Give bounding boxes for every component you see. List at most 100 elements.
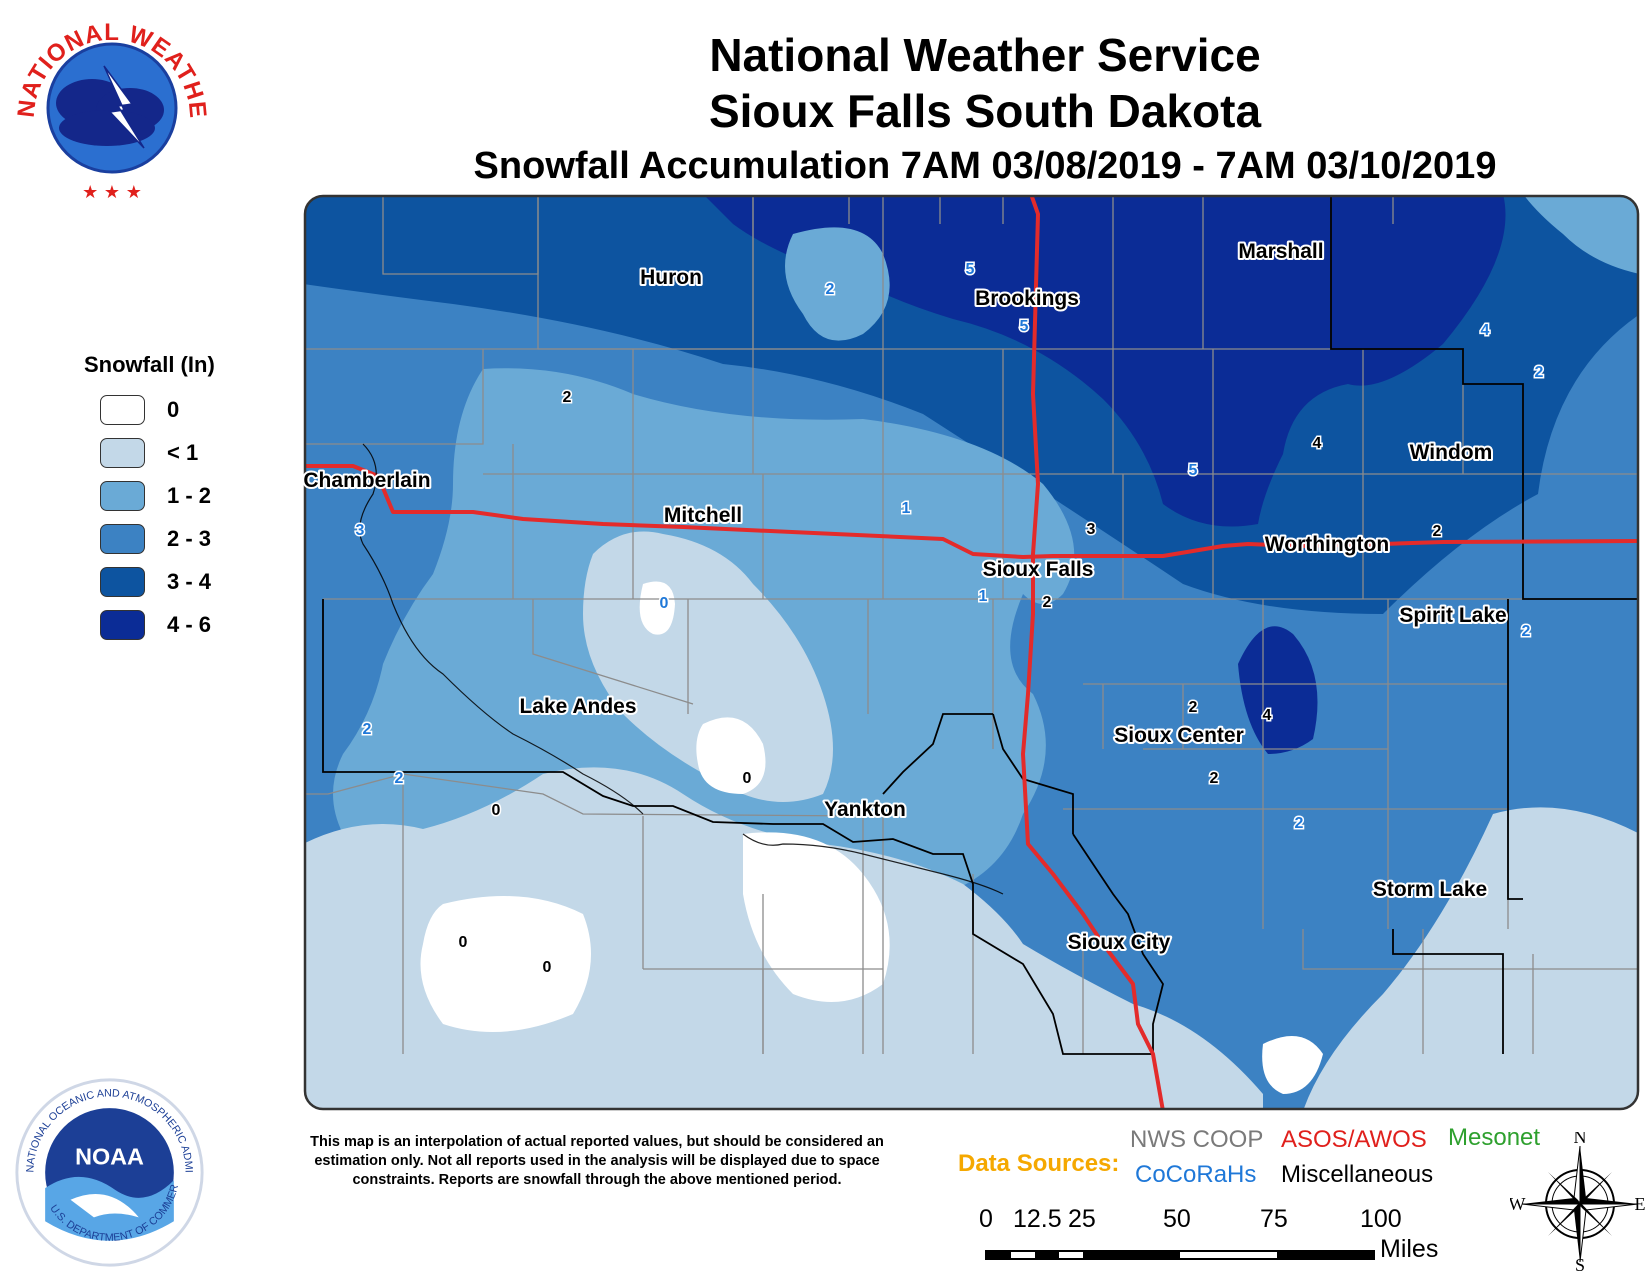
source-mesonet: Mesonet	[1448, 1124, 1541, 1151]
legend-label: 2 - 3	[167, 525, 212, 551]
snowfall-report-value: 0	[492, 802, 501, 819]
legend-label: < 1	[167, 439, 199, 465]
state-boundaries	[322, 196, 1638, 1055]
snowfall-report-value: 0	[743, 770, 752, 787]
scale-tick: 0	[979, 1205, 993, 1233]
snowfall-report-value: 2	[1210, 770, 1219, 787]
snowfall-report-value: 0	[543, 959, 552, 976]
snowfall-report-value: 5	[966, 261, 975, 278]
svg-text:E: E	[1635, 1194, 1646, 1214]
snowfall-report-value: 2	[563, 389, 572, 406]
highways	[305, 196, 1638, 1109]
city-label: Chamberlain	[303, 469, 430, 492]
scale-tick: 100	[1360, 1205, 1402, 1233]
title-line-2: Sioux Falls South Dakota	[708, 85, 1262, 137]
band-1-2	[1523, 196, 1638, 274]
scale-tick: 12.5	[1013, 1205, 1062, 1233]
map-border	[303, 194, 1640, 1111]
snowfall-contours	[305, 196, 1638, 1109]
snowfall-report-value: 1	[979, 588, 988, 605]
snowfall-report-value: 0	[660, 595, 669, 612]
legend-swatch	[100, 523, 145, 554]
band-zero	[420, 896, 591, 1032]
compass-rose-icon: N S W E	[1510, 1132, 1645, 1272]
legend-item: 2 - 3	[84, 517, 274, 560]
band-lt1	[1303, 807, 1638, 1109]
noaa-logo: NOAA NATIONAL OCEANIC AND ATMOSPHERIC AD…	[12, 1075, 204, 1267]
snowfall-report-value: 5	[1189, 462, 1198, 479]
scale-units: Miles	[1380, 1235, 1439, 1263]
legend: Snowfall (In) 0 < 1 1 - 2 2 - 3 3 - 4 4 - 6	[84, 352, 274, 646]
snowfall-report-value: 2	[1522, 623, 1531, 640]
data-sources: Data Sources: NWS COOP ASOS/AWOS Mesonet…	[958, 1124, 1558, 1206]
river	[359, 443, 1004, 895]
city-label: Windom	[1410, 441, 1493, 464]
snowfall-report-value: 2	[1433, 523, 1442, 540]
legend-label: 0	[167, 396, 180, 422]
svg-text:W: W	[1510, 1194, 1526, 1214]
legend-title: Snowfall (In)	[84, 352, 215, 377]
snowfall-report-value: 2	[1189, 699, 1198, 716]
snowfall-report-value: 2	[1535, 364, 1544, 381]
scale-tick: 25	[1068, 1205, 1096, 1233]
city-labels: Huron Brookings Marshall Chamberlain Mitchel…	[303, 238, 1509, 956]
snowfall-reports: 2 5 5 4 2 2 4 5 1 3 3 2 1 2 0 2 2 4 2 2 0 2 0 2 0 0	[354, 260, 1545, 978]
scale-tick: 75	[1260, 1205, 1288, 1233]
source-asos-awos: ASOS/AWOS	[1281, 1126, 1427, 1153]
source-miscellaneous: Miscellaneous	[1281, 1161, 1434, 1188]
legend-item: < 1	[84, 431, 274, 474]
snowfall-report-value: 1	[902, 500, 911, 517]
snowfall-report-value: 2	[826, 281, 835, 298]
legend-item: 0	[84, 388, 274, 431]
svg-text:★ ★ ★: ★ ★ ★	[82, 182, 142, 203]
snowfall-report-value: 2	[1043, 594, 1052, 611]
band-zero	[639, 581, 675, 635]
city-label: Sioux Falls	[983, 558, 1094, 581]
snowfall-report-value: 4	[1263, 707, 1272, 724]
disclaimer-text: This map is an interpolation of actual r…	[310, 1134, 884, 1188]
city-label: Lake Andes	[519, 695, 636, 718]
snowfall-report-value: 3	[1087, 521, 1096, 538]
legend-label: 1 - 2	[167, 482, 212, 508]
legend-swatch	[100, 480, 145, 511]
svg-text:S: S	[1575, 1255, 1585, 1272]
city-label: Marshall	[1238, 240, 1323, 263]
legend-swatch	[100, 394, 145, 425]
title-line-1: National Weather Service	[709, 29, 1261, 81]
nws-logo: NATIONAL WEATHER SERVICE ★ ★ ★	[12, 8, 210, 203]
snowfall-map[interactable]: Huron Brookings Marshall Chamberlain Mitchel…	[303, 194, 1640, 1111]
band-4-6	[1238, 626, 1318, 754]
legend-item: 1 - 2	[84, 474, 274, 517]
legend-item: 3 - 4	[84, 560, 274, 603]
scale-bar: 0 12.5 25 50 75 100 Miles	[979, 1205, 1445, 1275]
band-zero	[696, 717, 766, 794]
city-label: Sioux City	[1068, 931, 1171, 954]
city-label: Storm Lake	[1373, 878, 1487, 901]
band-4-6	[703, 196, 1506, 527]
scale-bar-graphic	[985, 1250, 1375, 1260]
city-label: Brookings	[975, 287, 1079, 310]
legend-label: 3 - 4	[167, 568, 212, 594]
city-label: Spirit Lake	[1399, 604, 1506, 627]
legend-label: 4 - 6	[167, 611, 212, 637]
legend-swatch	[100, 437, 145, 468]
snowfall-report-value: 2	[363, 721, 372, 738]
band-zero	[1262, 1036, 1323, 1094]
snowfall-report-value: 5	[1020, 318, 1029, 335]
city-label: Worthington	[1265, 533, 1389, 556]
snowfall-report-value: 4	[1313, 435, 1322, 452]
band-1-2	[785, 227, 890, 341]
scale-tick: 50	[1163, 1205, 1191, 1233]
legend-swatch	[100, 566, 145, 597]
legend-item: 4 - 6	[84, 603, 274, 646]
legend-swatch	[100, 609, 145, 640]
snowfall-report-value: 0	[459, 934, 468, 951]
source-cocorahs: CoCoRaHs	[1135, 1161, 1257, 1188]
city-label: Sioux Center	[1114, 724, 1244, 747]
band-zero	[743, 832, 890, 1002]
svg-text:N: N	[1574, 1132, 1587, 1147]
snowfall-report-value: 2	[1295, 815, 1304, 832]
city-label: Mitchell	[664, 504, 742, 527]
city-label: Yankton	[824, 798, 906, 821]
data-sources-label: Data Sources:	[958, 1150, 1120, 1177]
